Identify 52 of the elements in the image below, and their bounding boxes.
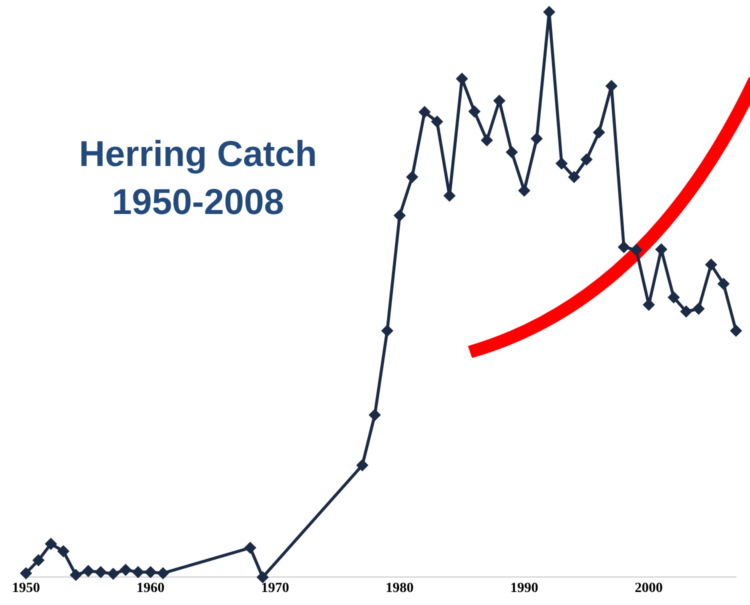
point	[718, 278, 730, 290]
point	[494, 95, 505, 106]
point	[120, 564, 132, 576]
x-tick-label: 1960	[136, 581, 165, 596]
point	[145, 566, 156, 578]
point	[82, 565, 94, 576]
point	[643, 299, 654, 310]
point	[58, 546, 69, 557]
point	[45, 538, 56, 550]
x-tick-label: 1970	[261, 581, 290, 596]
x-tick-label: 1990	[510, 581, 538, 596]
point	[32, 554, 44, 566]
point	[680, 306, 692, 318]
x-tick-label: 2000	[634, 581, 663, 596]
point	[132, 566, 144, 578]
point	[456, 73, 468, 84]
point	[481, 134, 492, 146]
point	[568, 172, 580, 183]
point	[369, 409, 380, 420]
point	[556, 158, 568, 169]
point	[257, 572, 268, 583]
point	[419, 106, 430, 118]
x-tick-label: 1980	[386, 581, 414, 596]
point	[506, 146, 518, 158]
point	[432, 116, 443, 128]
point	[730, 325, 742, 336]
point	[158, 568, 169, 579]
point	[382, 325, 393, 336]
text: Herring Catch 1950-2008	[78, 132, 318, 224]
point	[244, 542, 256, 554]
point	[606, 80, 617, 92]
point	[518, 185, 530, 196]
point	[95, 566, 106, 578]
point	[406, 172, 418, 183]
point	[581, 154, 592, 166]
point	[593, 126, 604, 138]
point	[656, 244, 667, 255]
point	[618, 242, 630, 253]
point	[468, 106, 480, 117]
point	[108, 568, 119, 580]
point	[706, 259, 717, 270]
point	[70, 569, 82, 580]
point	[693, 303, 704, 314]
point	[544, 6, 555, 18]
point	[356, 460, 368, 471]
point	[630, 244, 642, 256]
point	[531, 133, 542, 144]
point	[444, 190, 456, 202]
point	[20, 568, 32, 579]
x-tick-label: 1950	[12, 581, 40, 596]
point	[668, 292, 680, 303]
point	[394, 210, 406, 221]
